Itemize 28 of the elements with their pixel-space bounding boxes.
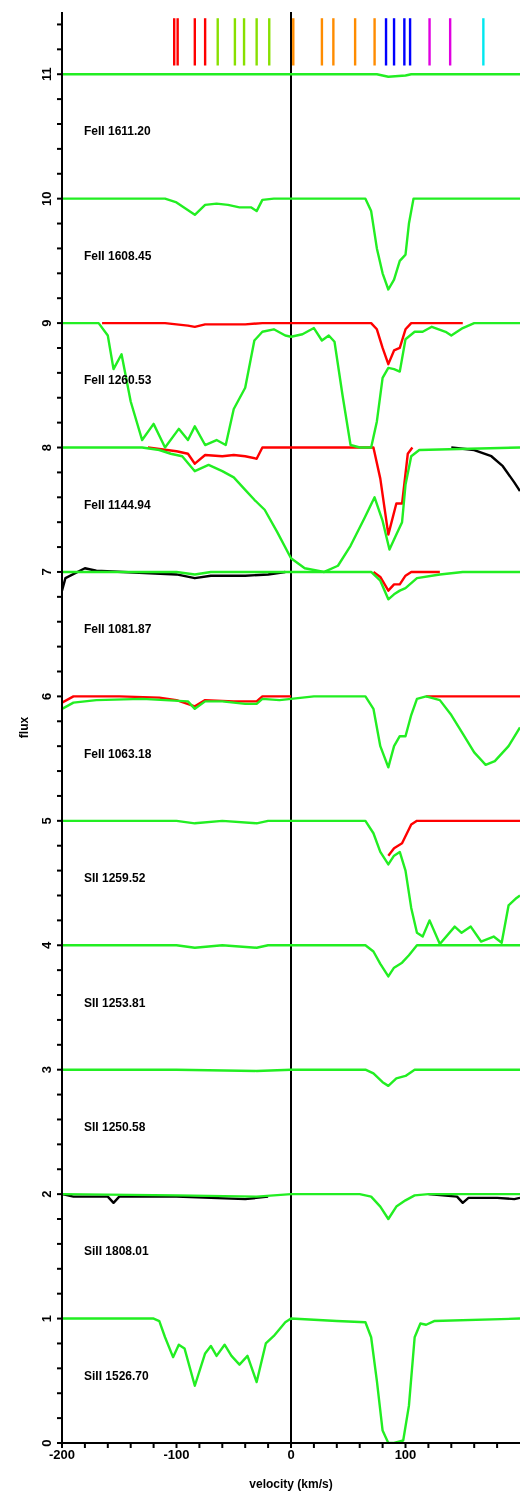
x-tick-label: 0 [287, 1447, 295, 1463]
x-tick-label: 100 [394, 1447, 417, 1463]
y-tick-label: 11 [39, 67, 54, 82]
y-tick-label: 8 [39, 443, 54, 452]
x-tick-label: -100 [163, 1447, 190, 1463]
annotation: FeII 1608.45 [84, 248, 152, 263]
annotation: SII 1259.52 [84, 871, 146, 886]
annotation: SiII 1808.01 [84, 1244, 149, 1259]
annotation: FeII 1611.20 [84, 124, 151, 139]
annotation: FeII 1063.18 [84, 746, 152, 761]
y-tick-label: 7 [39, 568, 54, 576]
annotation: SII 1253.81 [84, 995, 146, 1010]
y-tick-label: 4 [39, 940, 54, 949]
y-axis-title: flux [17, 716, 32, 739]
y-tick-label: 6 [39, 692, 54, 701]
y-tick-label: 3 [39, 1066, 54, 1074]
annotation: FeII 1081.87 [84, 622, 152, 637]
y-tick-label: 1 [39, 1314, 54, 1323]
y-tick-label: 0 [39, 1439, 54, 1447]
annotation: SiII 1526.70 [84, 1368, 149, 1383]
y-tick-label: 9 [39, 319, 54, 327]
y-tick-label: 2 [39, 1190, 54, 1198]
x-tick-label: -200 [48, 1447, 76, 1463]
y-tick-label: 5 [39, 817, 54, 825]
annotation: FeII 1144.94 [84, 497, 151, 512]
x-axis-title: velocity (km/s) [249, 1477, 333, 1491]
y-tick-label: 10 [39, 191, 54, 206]
annotation: SII 1250.58 [84, 1119, 146, 1134]
